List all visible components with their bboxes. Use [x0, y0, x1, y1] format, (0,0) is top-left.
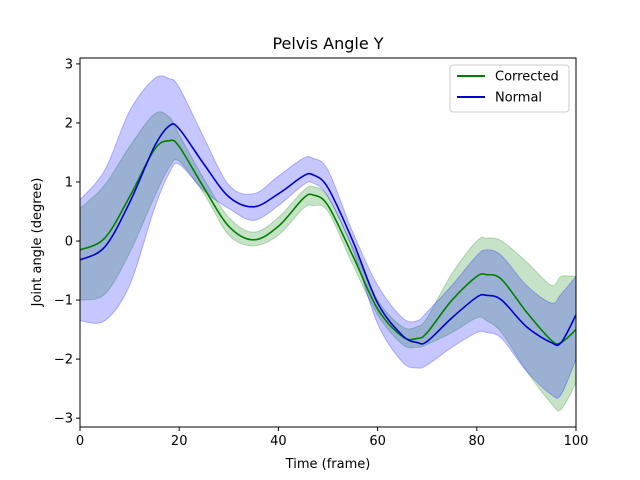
line-corrected [79, 139, 577, 345]
y-tick-label: −2 [54, 353, 73, 368]
line-normal [79, 123, 577, 347]
x-tick-label: 100 [564, 434, 589, 449]
y-tick-label: −3 [54, 412, 73, 427]
x-tick-label: 40 [270, 434, 287, 449]
x-axis-ticks: 0 20 40 60 80 100 [76, 427, 589, 449]
y-tick-label: 2 [65, 116, 73, 131]
series-lines [79, 123, 577, 347]
confidence-bands [79, 75, 577, 412]
legend-label-normal: Normal [495, 91, 542, 106]
band-normal [79, 75, 577, 399]
legend-label-corrected: Corrected [495, 70, 559, 85]
y-axis-ticks: −3 −2 −1 0 1 2 3 [54, 57, 80, 427]
x-tick-label: 60 [369, 434, 386, 449]
x-tick-label: 0 [76, 434, 84, 449]
y-tick-label: −1 [54, 294, 73, 309]
x-tick-label: 80 [469, 434, 486, 449]
legend: Corrected Normal [449, 64, 570, 113]
chart-title: Pelvis Angle Y [272, 34, 383, 53]
x-tick-label: 20 [171, 434, 188, 449]
plot-area-frame [79, 57, 577, 428]
y-tick-label: 1 [65, 175, 73, 190]
y-tick-label: 3 [65, 57, 73, 72]
y-tick-label: 0 [65, 235, 73, 250]
y-axis-label: Joint angle (degree) [30, 178, 45, 308]
x-axis-label: Time (frame) [285, 457, 371, 472]
